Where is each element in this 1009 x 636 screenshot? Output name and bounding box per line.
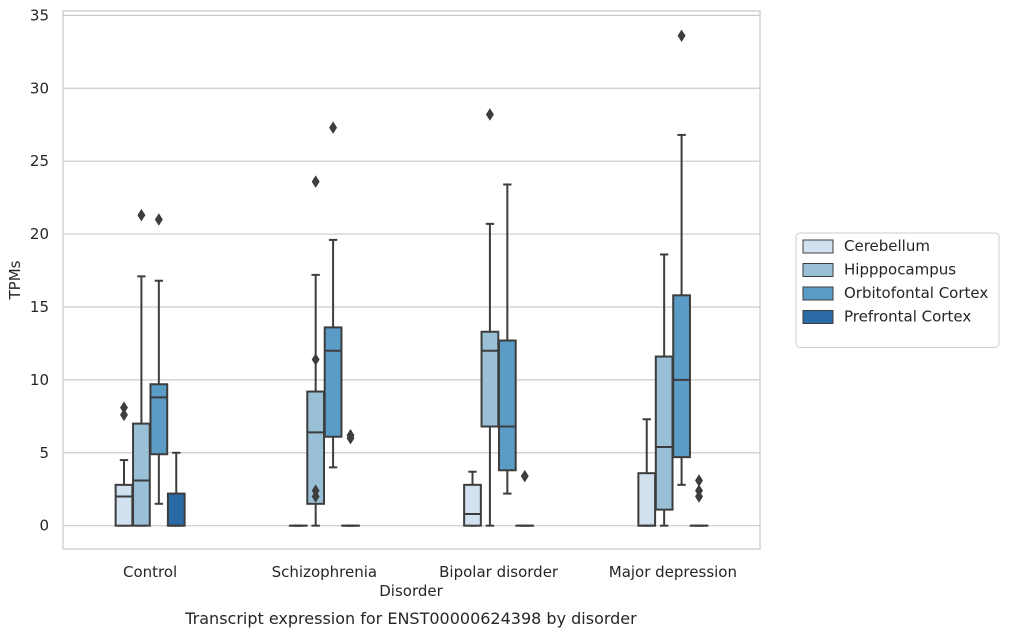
legend: Cerebellum Hipppocampus Orbitofontal Corte… [795, 232, 1000, 348]
box-iqr [654, 355, 674, 511]
x-axis-ticks: Control Schizophrenia Bipolar disorder Majo… [123, 563, 737, 581]
outlier-point [311, 353, 320, 366]
legend-label: Orbitofontal Cortex [844, 284, 988, 302]
x-tick-label: Major depression [609, 563, 737, 581]
x-tick-label: Control [123, 563, 177, 581]
y-axis-title: TPMs [6, 260, 24, 300]
legend-label: Cerebellum [844, 237, 930, 255]
box-iqr [306, 390, 326, 505]
box-iqr [637, 472, 657, 527]
box-control-prefrontal-cortex [166, 451, 186, 527]
outlier-point [695, 474, 703, 487]
box-iqr [463, 483, 482, 527]
box-iqr [672, 294, 691, 459]
legend-item-prefrontal-cortex: Prefrontal Cortex [802, 308, 971, 326]
y-tick-label: 0 [39, 517, 49, 535]
y-tick-label: 15 [30, 298, 49, 316]
y-tick-label: 35 [30, 6, 49, 24]
outlier-point [677, 29, 686, 43]
legend-frame [795, 232, 1000, 348]
legend-label: Hipppocampus [844, 261, 956, 279]
outlier-point [311, 175, 320, 188]
outlier-point [520, 469, 529, 483]
box-control-orbitofontal-cortex [149, 213, 169, 505]
outlier-point [485, 108, 494, 121]
outlier-point [329, 121, 338, 134]
box-iqr [114, 483, 134, 527]
box-iqr [497, 339, 517, 472]
box-plots [114, 29, 709, 527]
box-major-depression-hipppocampus [654, 253, 674, 527]
outlier-point [120, 408, 128, 422]
chart-caption: Transcript expression for ENST0000062439… [184, 609, 637, 628]
x-tick-label: Bipolar disorder [439, 563, 559, 581]
box-major-depression-orbitofontal-cortex [672, 29, 691, 486]
legend-item-cerebellum: Cerebellum [802, 237, 930, 255]
outlier-point [137, 208, 146, 222]
box-schizophrenia-prefrontal-cortex [341, 429, 360, 527]
box-iqr [132, 422, 151, 527]
outlier-point [311, 484, 320, 497]
y-tick-label: 25 [30, 152, 49, 170]
legend-item-hipppocampus: Hipppocampus [802, 261, 956, 279]
box-iqr [166, 492, 186, 527]
legend-label: Prefrontal Cortex [844, 308, 971, 326]
box-schizophrenia-orbitofontal-cortex [323, 121, 343, 469]
y-tick-label: 20 [30, 225, 49, 243]
box-control-hipppocampus [132, 208, 151, 527]
y-axis-ticks: 0 5 10 15 20 25 30 35 [30, 6, 49, 534]
y-tick-label: 5 [39, 444, 49, 462]
box-iqr [323, 326, 343, 438]
box-bipolar-disorder-orbitofontal-cortex [497, 183, 517, 495]
outlier-point [154, 213, 163, 226]
legend-swatch [802, 239, 834, 254]
box-major-depression-cerebellum [637, 418, 657, 527]
y-tick-label: 30 [30, 79, 49, 97]
plot-frame [62, 10, 761, 550]
legend-swatch [802, 286, 834, 301]
y-tick-label: 10 [30, 371, 49, 389]
box-bipolar-disorder-hipppocampus [480, 108, 500, 527]
box-major-depression-prefrontal-cortex [689, 474, 709, 527]
legend-swatch [802, 310, 834, 324]
box-bipolar-disorder-cerebellum [463, 470, 482, 527]
box-bipolar-disorder-prefrontal-cortex [515, 469, 535, 527]
box-iqr [480, 330, 500, 428]
x-tick-label: Schizophrenia [272, 563, 377, 581]
legend-swatch [802, 263, 834, 277]
box-iqr [149, 383, 169, 456]
box-control-cerebellum [114, 401, 134, 527]
x-axis-title: Disorder [379, 582, 443, 600]
outlier-point [120, 401, 128, 414]
outlier-point [346, 429, 355, 442]
legend-item-orbitofontal-cortex: Orbitofontal Cortex [802, 284, 988, 302]
box-schizophrenia-hipppocampus [306, 175, 326, 527]
outlier-point [695, 484, 703, 497]
